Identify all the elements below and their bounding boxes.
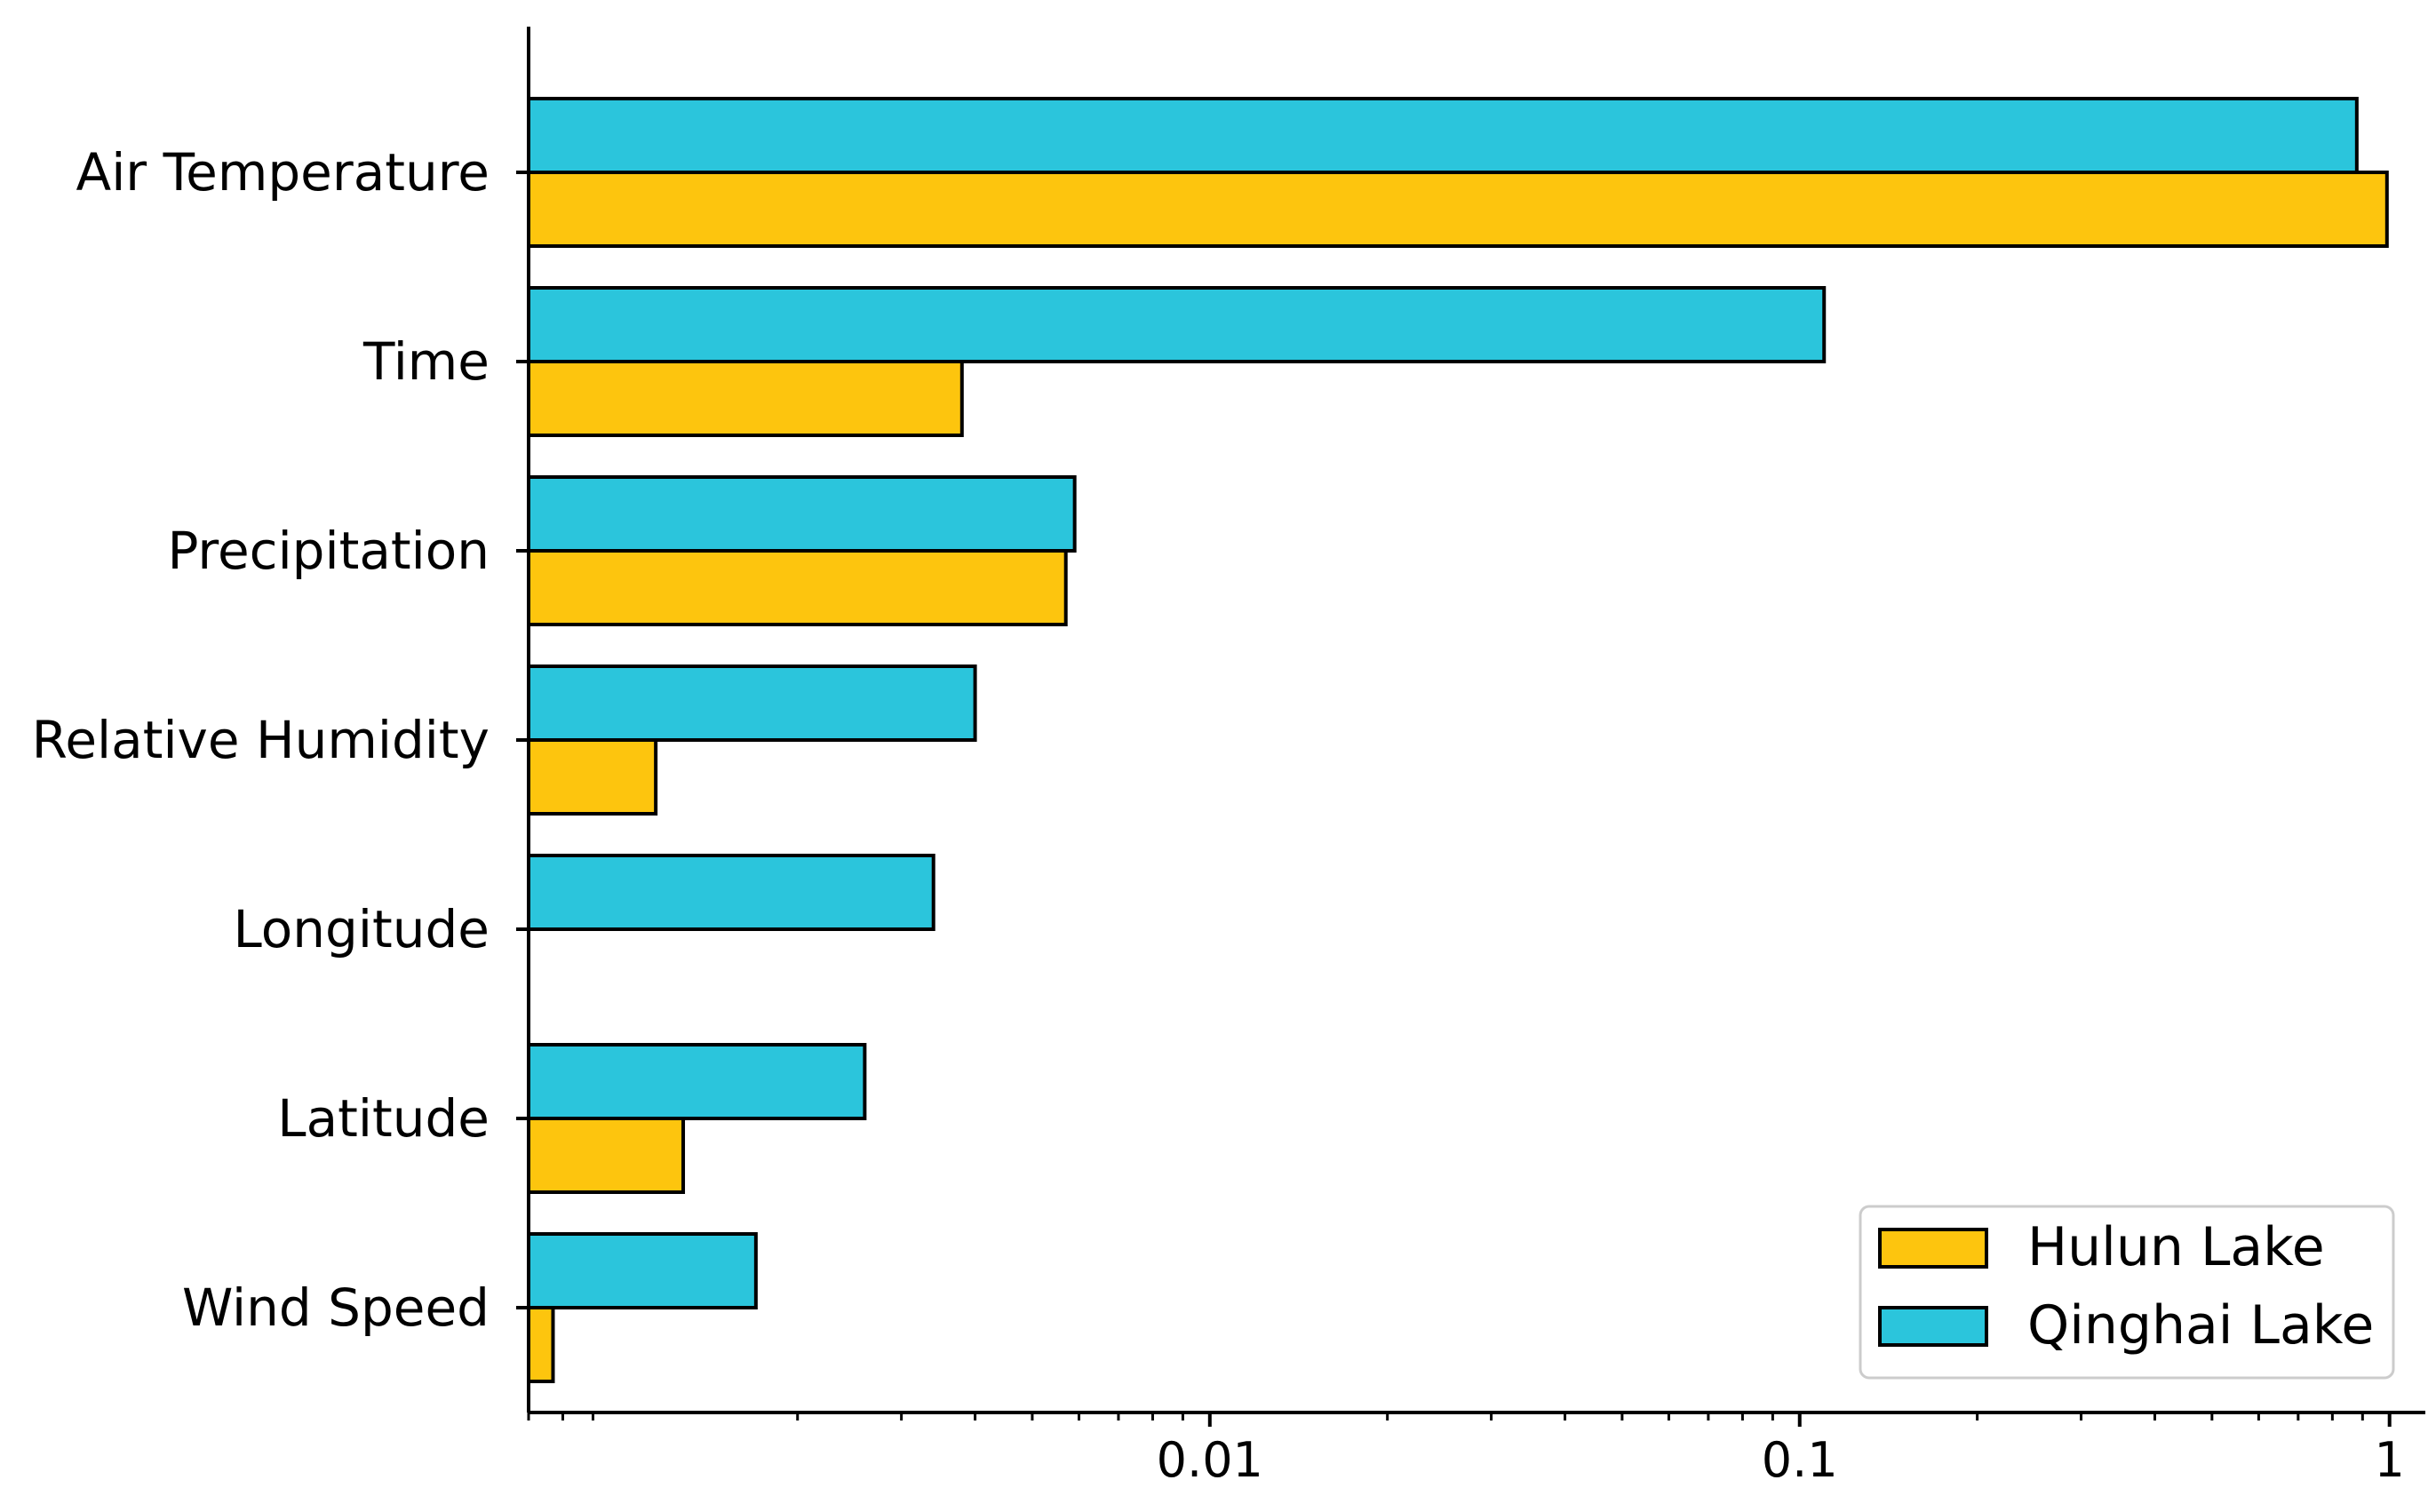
bar-hulun-air-temperature xyxy=(527,171,2389,248)
y-tick-label-wind-speed: Wind Speed xyxy=(182,1277,490,1338)
legend-swatch-hulun-lake xyxy=(1878,1228,1988,1269)
bar-qinghai-latitude xyxy=(527,1043,867,1120)
bar-qinghai-wind-speed xyxy=(527,1232,758,1309)
x-tick-label: 0.1 xyxy=(1762,1432,1838,1488)
y-tick-label-precipitation: Precipitation xyxy=(167,521,490,581)
x-ticks: 0.01 0.1 1 xyxy=(527,1413,2405,1488)
legend-label-hulun-lake: Hulun Lake xyxy=(2027,1216,2325,1278)
x-tick-label: 0.01 xyxy=(1157,1432,1263,1488)
y-tick-label-latitude: Latitude xyxy=(277,1088,490,1149)
bar-qinghai-time xyxy=(527,286,1827,363)
bar-qinghai-relative-humidity xyxy=(527,664,977,742)
legend-swatch-qinghai-lake xyxy=(1878,1306,1988,1347)
bar-hulun-time xyxy=(527,360,964,437)
legend-label-qinghai-lake: Qinghai Lake xyxy=(2027,1294,2374,1357)
legend: Hulun Lake Qinghai Lake xyxy=(1859,1205,2395,1380)
x-tick-label: 1 xyxy=(2375,1432,2405,1488)
y-ticks: Air Temperature Time Precipitation Relative… xyxy=(32,142,529,1338)
y-tick-label-relative-humidity: Relative Humidity xyxy=(32,710,490,770)
bar-qinghai-longitude xyxy=(527,854,935,931)
bar-hulun-precipitation xyxy=(527,549,1068,626)
bar-qinghai-precipitation xyxy=(527,475,1077,553)
bar-hulun-wind-speed xyxy=(527,1306,555,1383)
y-tick-label-longitude: Longitude xyxy=(234,899,490,959)
y-tick-label-air-temperature: Air Temperature xyxy=(76,142,490,203)
bar-hulun-relative-humidity xyxy=(527,738,658,816)
bar-qinghai-air-temperature xyxy=(527,97,2359,174)
bars-layer xyxy=(527,97,2389,1383)
y-tick-label-time: Time xyxy=(362,331,490,392)
legend-frame xyxy=(1859,1205,2395,1380)
bar-hulun-latitude xyxy=(527,1117,686,1194)
